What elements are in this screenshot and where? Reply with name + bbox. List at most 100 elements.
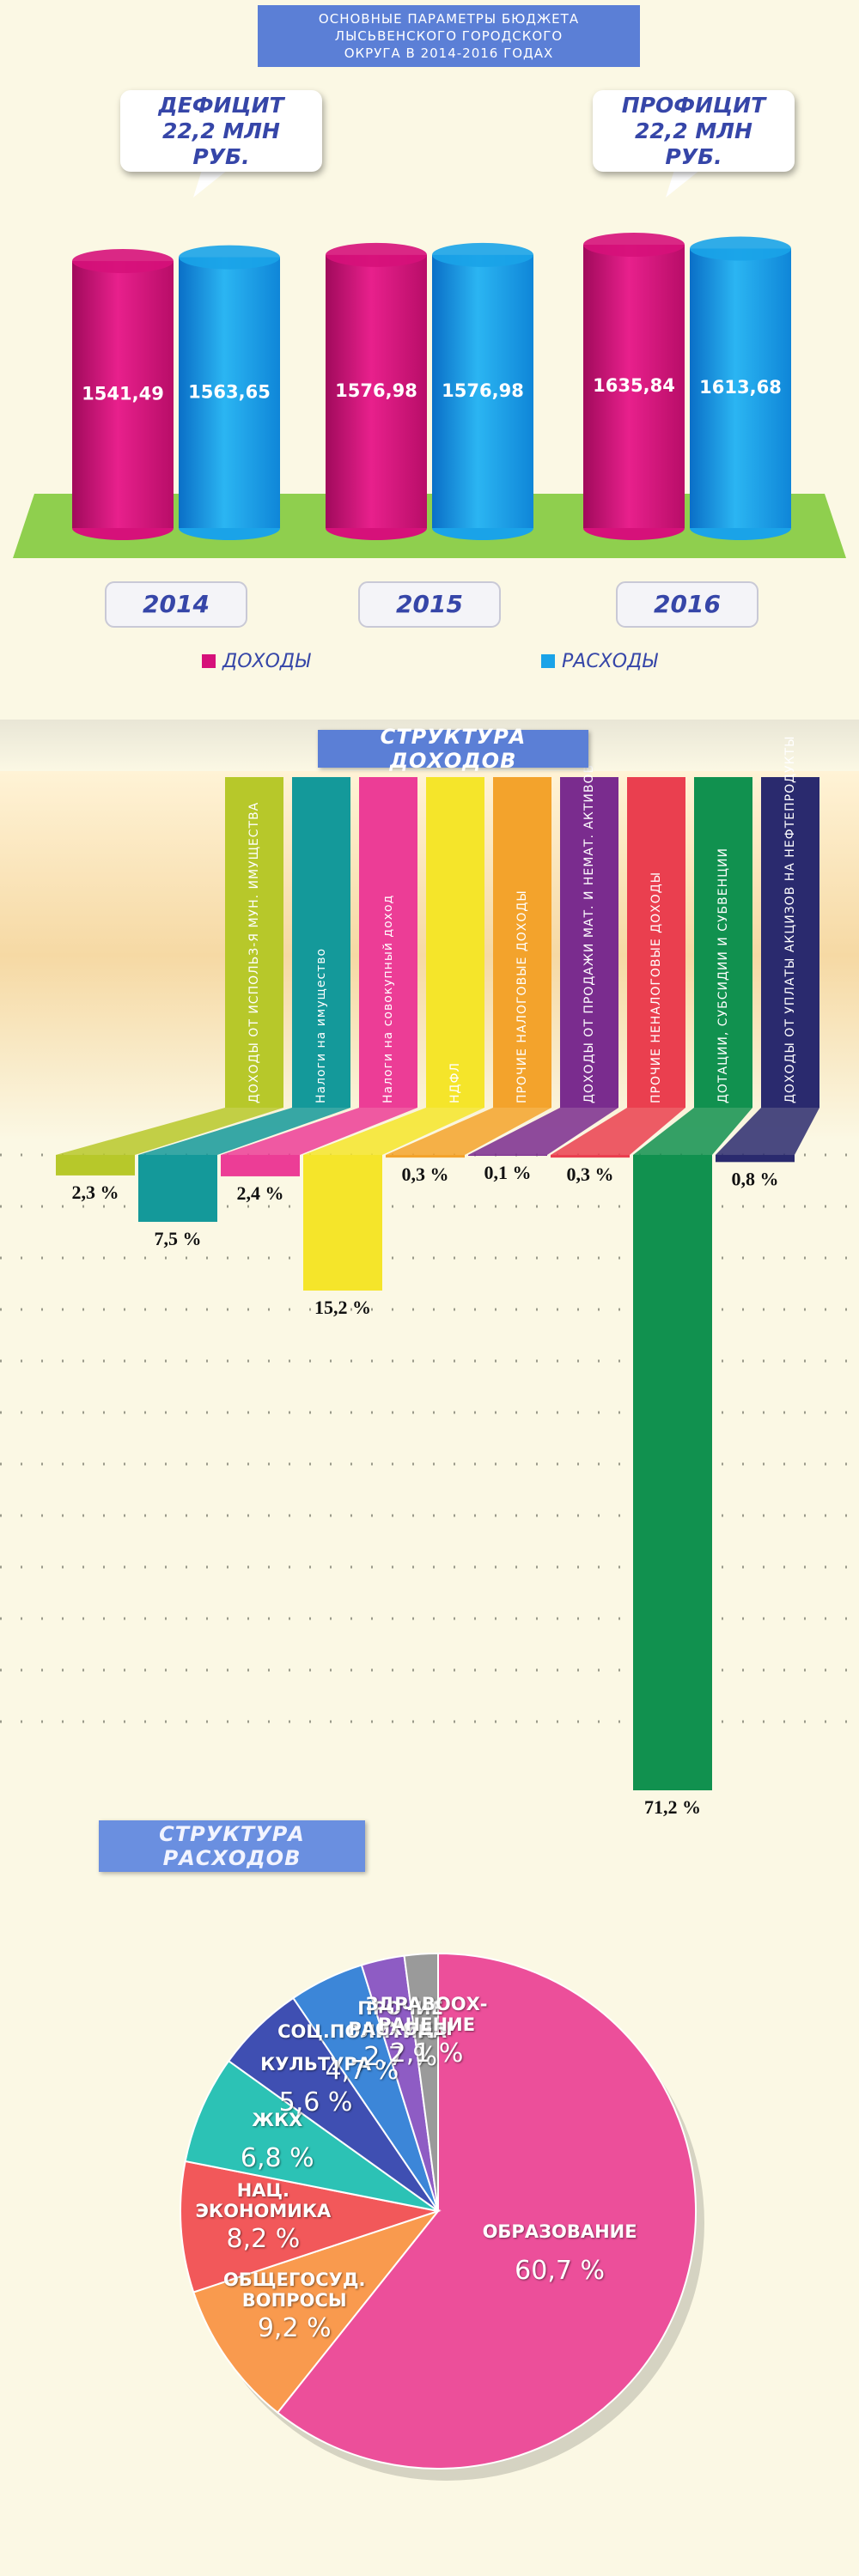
callout-pointer — [193, 170, 228, 197]
slice-label: ОБЩЕГОСУД. ВОПРОСЫ — [222, 2269, 366, 2311]
bar — [72, 261, 174, 528]
slice-label: СОЦ.ПОЛИТИКА — [277, 2021, 447, 2043]
callout-pointer — [666, 170, 700, 197]
category-label: ДОХОДЫ ОТ ИСПОЛЬЗ-Я МУН. ИМУЩЕСТВА — [247, 802, 261, 1103]
slice-label: ПРОЧИЕ РАСХОДЫ — [348, 1997, 453, 2039]
chart-title: ОСНОВНЫЕ ПАРАМЕТРЫ БЮДЖЕТА ЛЫСЬВЕНСКОГО … — [258, 5, 640, 67]
pie-slice — [192, 2208, 441, 2415]
bar-top — [179, 245, 280, 270]
bar — [633, 1155, 712, 1790]
bar — [303, 1155, 382, 1291]
slice-label: НАЦ. ЭКОНОМИКА — [195, 2179, 332, 2221]
bar — [221, 1155, 300, 1176]
ribbon-link — [716, 1108, 819, 1155]
data-label: 0,8 % — [732, 1168, 779, 1189]
data-label: 2,4 % — [237, 1182, 284, 1204]
data-label: 1635,84 — [593, 375, 675, 396]
slice-label: ОБРАЗОВАНИЕ — [482, 2221, 637, 2243]
legend-label: РАСХОДЫ — [562, 651, 658, 672]
category-box — [358, 581, 501, 628]
category-box — [616, 581, 758, 628]
bar — [138, 1155, 217, 1222]
data-label: 71,2 % — [644, 1796, 701, 1818]
data-label: 9,2 % — [257, 2313, 332, 2344]
ribbon-link — [633, 1108, 752, 1155]
legend-swatch — [541, 654, 555, 668]
category-label: ДОХОДЫ ОТ ПРОДАЖИ МАТ. И НЕМАТ. АКТИВОВ — [582, 764, 596, 1103]
pie-slice — [180, 2160, 442, 2293]
bar-top — [432, 242, 533, 267]
bar — [179, 257, 280, 528]
slice-label: ЖКХ — [252, 2109, 303, 2130]
category-label: ДОХОДЫ ОТ УПЛАТЫ АКЦИЗОВ НА НЕФТЕПРОДУКТ… — [783, 736, 797, 1103]
category-label: ПРОЧИЕ НЕНАЛОГОВЫЕ ДОХОДЫ — [649, 872, 663, 1103]
data-label: 1563,65 — [188, 381, 271, 402]
bar — [551, 1155, 630, 1158]
annotation: ДЕФИЦИТ 22,2 МЛН РУБ. — [120, 90, 322, 172]
ribbon — [627, 777, 685, 1108]
bar — [56, 1155, 135, 1176]
category-label: Налоги на имущество — [314, 948, 328, 1103]
bar — [583, 245, 685, 528]
bar — [326, 254, 427, 528]
x-tick-label: 2016 — [654, 590, 721, 618]
slice-label: КУЛЬТУРА — [260, 2053, 372, 2075]
category-label: ДОТАЦИИ, СУБСИДИИ И СУБВЕНЦИИ — [716, 848, 730, 1103]
bar-top — [690, 236, 791, 261]
bar — [690, 248, 791, 528]
data-label: 4,7 % — [325, 2055, 399, 2086]
bar-top — [583, 233, 685, 257]
ribbon-link — [468, 1108, 618, 1155]
data-label: 1541,49 — [82, 384, 164, 404]
ribbon — [761, 777, 819, 1108]
x-tick-label: 2014 — [143, 590, 210, 618]
bar-top — [72, 249, 174, 274]
ribbon — [225, 777, 283, 1108]
category-label: НДФЛ — [448, 1062, 462, 1103]
bar — [716, 1155, 795, 1163]
data-label: 2,3 % — [72, 1182, 119, 1203]
pie-slice — [184, 2059, 439, 2212]
ribbon-link — [386, 1108, 551, 1155]
bar — [468, 1155, 547, 1157]
ribbon — [560, 777, 618, 1108]
bar-top — [326, 242, 427, 267]
ribbon-link — [221, 1108, 417, 1155]
category-label: Налоги на совокупный доход — [381, 895, 395, 1103]
slice-label: ЗДРАВООХ-РАНЕНИЕ — [365, 1994, 488, 2036]
legend-swatch — [202, 654, 216, 668]
ribbon — [694, 777, 752, 1108]
pie-slice — [276, 1952, 697, 2470]
data-label: 1576,98 — [335, 380, 417, 401]
ribbon-link — [138, 1108, 350, 1155]
ribbon-link — [303, 1108, 484, 1155]
category-box — [105, 581, 247, 628]
ribbon — [292, 777, 350, 1108]
data-label: 7,5 % — [155, 1228, 202, 1249]
data-label: 5,6 % — [278, 2087, 353, 2118]
bar — [386, 1155, 465, 1158]
annotation: ПРОФИЦИТ 22,2 МЛН РУБ. — [593, 90, 795, 172]
legend-label: ДОХОДЫ — [222, 651, 311, 672]
data-label: 6,8 % — [240, 2143, 314, 2174]
data-label: 2,7 % — [363, 2042, 437, 2073]
data-label: 2,1 % — [389, 2038, 464, 2069]
data-label: 0,1 % — [484, 1162, 532, 1183]
data-label: 0,3 % — [567, 1163, 614, 1185]
bar — [432, 254, 533, 528]
data-label: 8,2 % — [226, 2224, 301, 2255]
ribbon-link — [551, 1108, 685, 1155]
x-tick-label: 2015 — [396, 590, 463, 618]
data-label: 60,7 % — [515, 2255, 606, 2286]
data-label: 1613,68 — [699, 377, 782, 398]
data-label: 1576,98 — [442, 380, 524, 401]
chart-title: СТРУКТУРА ДОХОДОВ — [318, 725, 588, 773]
ribbon — [493, 777, 551, 1108]
chart-title: СТРУКТУРА РАСХОДОВ — [99, 1820, 365, 1872]
ribbon — [359, 777, 417, 1108]
data-label: 15,2 % — [314, 1297, 371, 1318]
category-label: ПРОЧИЕ НАЛОГОВЫЕ ДОХОДЫ — [515, 890, 529, 1103]
ribbon-link — [56, 1108, 283, 1155]
